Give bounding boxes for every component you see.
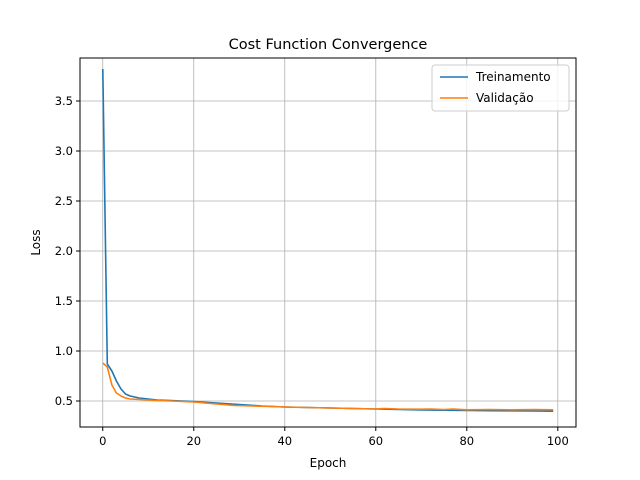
series-line-1	[102, 68, 554, 412]
x-tick-label: 60	[368, 434, 383, 448]
x-axis-label: Epoch	[310, 456, 347, 470]
y-tick-label: 1.5	[55, 294, 73, 308]
ticks: 0 20 40 60 80 100 0.5 1.0 1.5 2.0 2.5 3.0 3.5	[55, 94, 569, 448]
x-tick-label: 80	[459, 434, 474, 448]
legend-label-1: Treinamento	[475, 70, 551, 84]
y-tick-label: 3.0	[55, 144, 73, 158]
y-tick-label: 3.5	[55, 94, 73, 108]
y-tick-label: 1.0	[55, 344, 73, 358]
y-tick-label: 2.5	[55, 194, 73, 208]
x-tick-label: 20	[186, 434, 201, 448]
chart-title: Cost Function Convergence	[229, 37, 428, 53]
grid	[80, 58, 576, 427]
legend: Treinamento Validação	[431, 64, 570, 112]
plot-frame	[79, 57, 577, 428]
x-tick-label: 100	[547, 434, 569, 448]
y-tick-label: 0.5	[55, 394, 73, 408]
x-tick-label: 40	[277, 434, 292, 448]
legend-label-2: Validação	[476, 91, 534, 105]
series-line-2	[102, 362, 554, 411]
y-tick-label: 2.0	[55, 244, 73, 258]
x-tick-label: 0	[99, 434, 106, 448]
series-layer	[102, 68, 554, 412]
y-axis-label: Loss	[29, 229, 43, 255]
